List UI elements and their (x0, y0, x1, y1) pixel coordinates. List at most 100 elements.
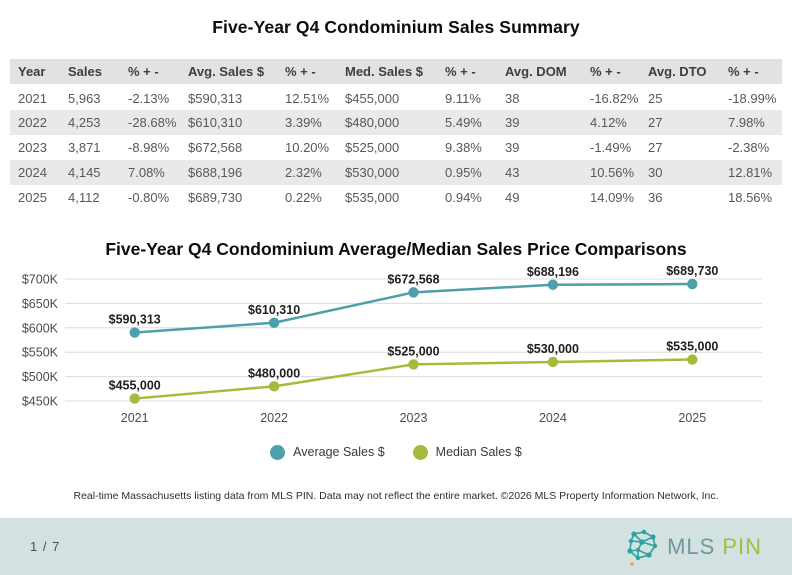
legend-marker-average-icon (270, 444, 286, 460)
y-tick-label: $450K (22, 395, 59, 409)
table-cell: 3.39% (285, 115, 322, 130)
table-cell: 27 (648, 140, 663, 155)
table-cell: 5,963 (68, 90, 101, 106)
mlspin-network-icon (627, 529, 658, 566)
table-cell: 0.22% (285, 190, 322, 205)
data-point (408, 359, 419, 370)
table-cell: $610,310 (188, 115, 243, 130)
y-tick-label: $550K (22, 346, 59, 360)
table-cell: -1.49% (590, 140, 632, 155)
data-point-label: $672,568 (387, 272, 439, 286)
table-cell: 27 (648, 115, 663, 130)
table-cell: $530,000 (345, 165, 400, 180)
data-point (687, 278, 698, 290)
data-point-label: $480,000 (248, 366, 300, 380)
table-cell: -18.99% (728, 90, 777, 106)
data-point-label: $530,000 (527, 342, 579, 356)
column-header: % + - (120, 59, 180, 86)
x-tick-label: 2025 (678, 411, 706, 425)
table-cell: -2.38% (728, 140, 770, 155)
chart-title: Five-Year Q4 Condominium Average/Median … (105, 239, 687, 259)
table-cell: 9.38% (445, 140, 482, 155)
table-cell: 7.08% (128, 165, 165, 180)
legend-label-median: Median Sales $ (435, 445, 522, 459)
y-tick-label: $500K (22, 370, 59, 384)
table-cell: -28.68% (128, 115, 177, 130)
mlspin-logo: MLS PIN (624, 528, 762, 566)
table-cell: 10.56% (590, 165, 635, 180)
table-cell: -8.98% (128, 140, 170, 155)
logo-text-pin: PIN (722, 533, 762, 559)
table-cell: 14.09% (590, 190, 635, 205)
table-cell: $672,568 (188, 140, 243, 155)
table-cell: $689,730 (188, 190, 243, 205)
column-header: % + - (437, 59, 497, 86)
table-cell: 12.81% (728, 165, 773, 180)
data-point-label: $590,313 (109, 313, 161, 327)
table-row: 2022 4,253 -28.68% $610,310 3.39% $480,000 5.4… (10, 110, 782, 135)
x-tick-label: 2023 (400, 411, 428, 425)
table-row: 2025 4,112 -0.80% $689,730 0.22% $535,000 0.94… (10, 185, 782, 210)
legend-label-average: Average Sales $ (293, 445, 385, 459)
table-row: 2023 3,871 -8.98% $672,568 10.20% $525,000 9.3… (10, 135, 782, 160)
table-body: 2021 5,963 -2.13% $590,313 12.51% $455,000 9.1… (10, 85, 782, 210)
table-cell: 4,112 (68, 190, 100, 205)
data-point (129, 327, 140, 338)
table-cell: -2.13% (128, 90, 170, 106)
data-point-label: $689,730 (666, 266, 718, 278)
column-header: Avg. DOM (497, 59, 582, 86)
table-cell: 4,253 (68, 115, 101, 130)
table-cell: $525,000 (345, 140, 400, 155)
table-cell: 43 (505, 165, 520, 180)
price-chart: $450K $500K $550K $600K $650K $700K $590,313 $6… (22, 264, 762, 425)
table-cell: 4,145 (68, 165, 101, 180)
data-point (547, 356, 559, 368)
table-cell: 49 (505, 190, 520, 205)
data-point (408, 287, 419, 298)
table-cell: 2024 (18, 165, 47, 180)
table-header-row: Year Sales% + - Avg. Sales $% + - Med. Sale… (10, 59, 782, 86)
table-cell: $590,313 (188, 90, 243, 106)
data-point (547, 279, 559, 290)
table-cell: 7.98% (728, 115, 765, 130)
data-point (687, 354, 698, 365)
table-cell: 2.32% (285, 165, 322, 180)
logo-text-mls: MLS (667, 533, 716, 559)
data-point-label: $525,000 (387, 344, 439, 358)
x-tick-label: 2022 (260, 411, 288, 425)
table-cell: 12.51% (285, 90, 330, 106)
data-point-label: $535,000 (666, 340, 718, 354)
table-cell: 0.94% (445, 190, 482, 205)
footer-bar: 1 / 7 MLS PIN (0, 518, 792, 575)
table-cell: $535,000 (345, 190, 400, 205)
x-tick-label: 2024 (539, 411, 567, 425)
legend-marker-median-icon (412, 444, 428, 460)
table-row: 2021 5,963 -2.13% $590,313 12.51% $455,000 9.1… (10, 85, 782, 110)
column-header: Avg. DTO (640, 59, 720, 86)
chart-legend: Average Sales $ Median Sales $ (0, 441, 792, 463)
y-tick-label: $600K (22, 321, 59, 335)
x-tick-label: 2021 (121, 411, 149, 425)
sales-table: Year Sales% + - Avg. Sales $% + - Med. Sale… (10, 59, 782, 210)
legend-item-median: Median Sales $ (412, 444, 522, 460)
column-header: Med. Sales $ (337, 59, 437, 86)
disclaimer-text: Real-time Massachusetts listing data fro… (73, 490, 719, 502)
table-cell: 2022 (18, 115, 47, 130)
table-cell: 39 (505, 115, 520, 130)
table-cell: 25 (648, 90, 663, 106)
table-cell: 5.49% (445, 115, 482, 130)
table-cell: 9.11% (445, 90, 481, 106)
column-header: % + - (277, 59, 337, 86)
table-cell: $688,196 (188, 165, 243, 180)
table-cell: 2025 (18, 190, 47, 205)
data-point-label: $688,196 (527, 266, 579, 279)
table-cell: -16.82% (590, 90, 639, 106)
table-cell: 39 (505, 140, 520, 155)
table-row: 2024 4,145 7.08% $688,196 2.32% $530,000 0.95%… (10, 160, 782, 185)
column-header: Avg. Sales $ (180, 59, 277, 86)
table-cell: 0.95% (445, 165, 482, 180)
column-header: Year (10, 59, 60, 86)
price-chart-container: $450K $500K $550K $600K $650K $700K $590,313 $6… (0, 264, 792, 431)
column-header: % + - (582, 59, 640, 86)
